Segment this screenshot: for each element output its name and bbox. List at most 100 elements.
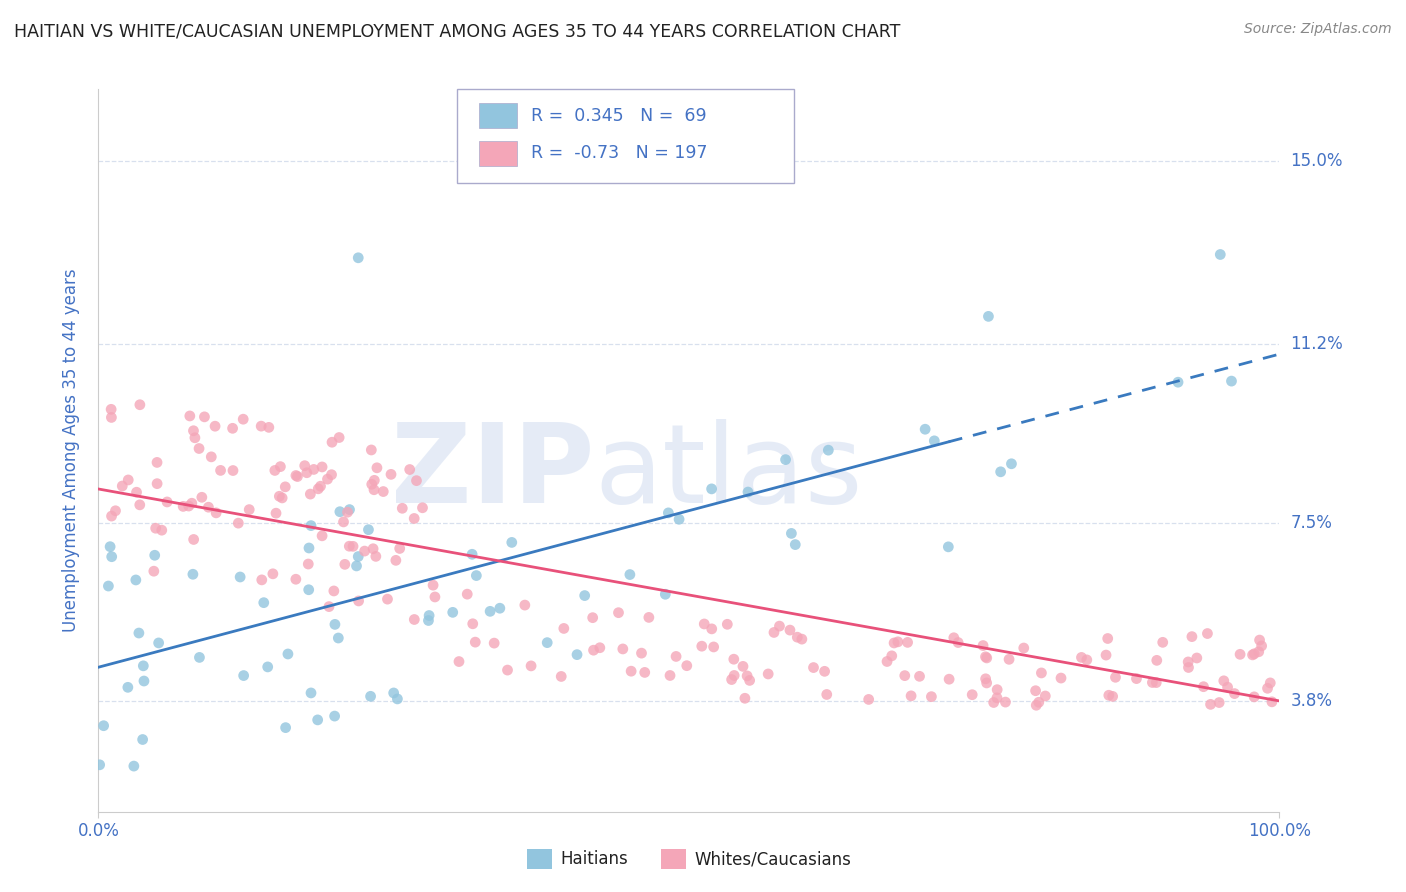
Point <box>188 442 211 456</box>
Point <box>357 523 380 537</box>
Point <box>197 500 219 515</box>
Point <box>723 668 745 682</box>
Point <box>250 573 273 587</box>
Point <box>883 636 905 650</box>
Point <box>418 608 440 623</box>
Point <box>146 455 169 469</box>
Point <box>122 759 145 773</box>
Point <box>1199 698 1222 712</box>
Point <box>637 610 659 624</box>
Point <box>1241 648 1264 662</box>
Point <box>128 626 150 640</box>
Text: Source: ZipAtlas.com: Source: ZipAtlas.com <box>1244 22 1392 37</box>
Point <box>311 529 333 543</box>
Point <box>179 409 201 423</box>
Point <box>998 652 1021 666</box>
Point <box>183 424 205 438</box>
Point <box>328 631 350 645</box>
Point <box>908 669 931 683</box>
Point <box>703 640 725 654</box>
Point <box>780 526 803 541</box>
Point <box>675 658 697 673</box>
Text: HAITIAN VS WHITE/CAUCASIAN UNEMPLOYMENT AMONG AGES 35 TO 44 YEARS CORRELATION CH: HAITIAN VS WHITE/CAUCASIAN UNEMPLOYMENT … <box>14 22 900 40</box>
Point <box>180 496 202 510</box>
Point <box>221 421 243 435</box>
Point <box>960 688 983 702</box>
Point <box>496 663 519 677</box>
Point <box>328 430 350 444</box>
Point <box>332 515 354 529</box>
Point <box>1192 680 1215 694</box>
Point <box>100 509 122 524</box>
Point <box>177 499 200 513</box>
Point <box>1177 655 1199 669</box>
Point <box>295 466 318 480</box>
Point <box>307 713 329 727</box>
Point <box>768 619 790 633</box>
Point <box>1142 675 1164 690</box>
Point <box>756 667 779 681</box>
Point <box>333 558 356 572</box>
Point <box>299 518 322 533</box>
Point <box>363 483 385 497</box>
Point <box>589 640 612 655</box>
Point <box>1243 647 1265 661</box>
Point <box>1167 375 1189 389</box>
Point <box>294 458 316 473</box>
Point <box>111 479 134 493</box>
Point <box>253 596 276 610</box>
Point <box>665 649 688 664</box>
Point <box>447 655 470 669</box>
Point <box>284 468 307 483</box>
Point <box>346 558 368 573</box>
Point <box>145 521 167 535</box>
Point <box>1025 698 1047 713</box>
Point <box>193 409 215 424</box>
Point <box>142 564 165 578</box>
Point <box>1247 645 1270 659</box>
Point <box>1177 660 1199 674</box>
Point <box>1250 639 1272 653</box>
Point <box>380 467 402 482</box>
Point <box>582 643 605 657</box>
Point <box>1258 676 1281 690</box>
Point <box>385 553 408 567</box>
Point <box>716 617 738 632</box>
Point <box>132 673 155 688</box>
Point <box>938 672 960 686</box>
Point <box>360 690 382 704</box>
Point <box>329 505 352 519</box>
Point <box>1070 650 1092 665</box>
Point <box>321 467 343 482</box>
Point <box>1243 690 1265 704</box>
Point <box>972 639 994 653</box>
Point <box>93 719 115 733</box>
Point <box>607 606 630 620</box>
Point <box>264 506 287 520</box>
Point <box>316 472 339 486</box>
Point <box>815 688 838 702</box>
Point <box>574 589 596 603</box>
Point <box>347 594 370 608</box>
Point <box>322 584 344 599</box>
Text: 7.5%: 7.5% <box>1291 514 1333 532</box>
Point <box>734 691 756 706</box>
Point <box>1209 247 1232 261</box>
Point <box>117 681 139 695</box>
Point <box>456 587 478 601</box>
Point <box>298 541 321 555</box>
Point <box>172 500 194 514</box>
Point <box>405 474 427 488</box>
Point <box>553 622 575 636</box>
Point <box>228 516 250 530</box>
Text: 3.8%: 3.8% <box>1291 692 1333 710</box>
Point <box>731 659 754 673</box>
Point <box>803 660 825 674</box>
Point <box>489 601 512 615</box>
Point <box>914 422 936 436</box>
Point <box>723 652 745 666</box>
Point <box>128 398 150 412</box>
Point <box>976 651 998 665</box>
Point <box>205 506 228 520</box>
Point <box>880 648 903 663</box>
